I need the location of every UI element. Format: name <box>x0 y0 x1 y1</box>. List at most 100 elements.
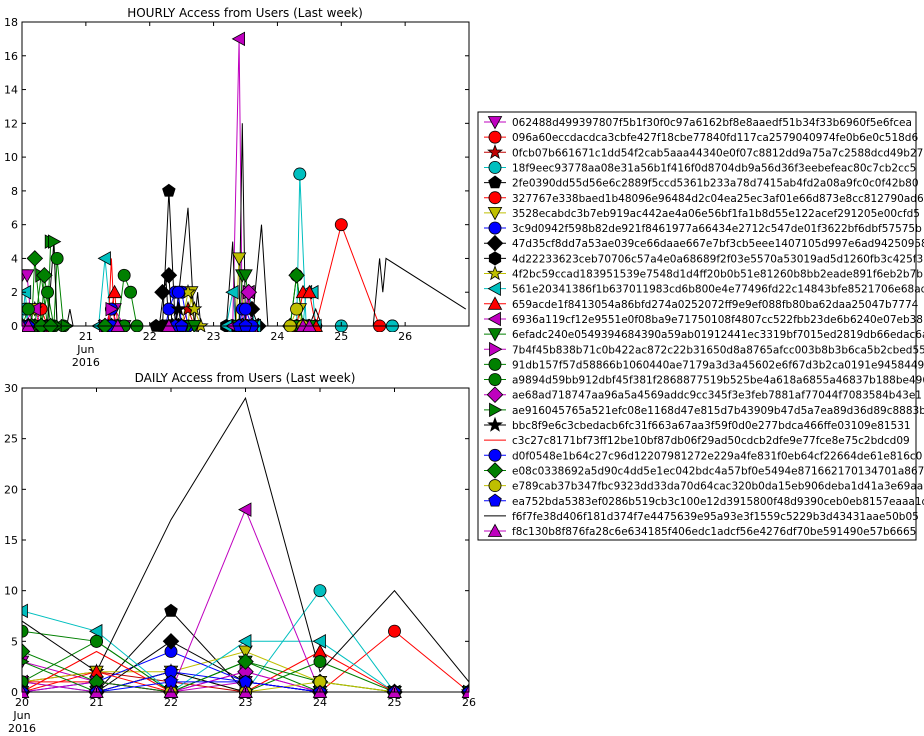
hourly-point-s19-5 <box>240 283 257 301</box>
hourly-point-s09-1 <box>160 267 178 284</box>
legend-label: e08c0338692a5d90c4dd5e1ec042bdc4a57bf0e5… <box>512 465 924 477</box>
daily-chart: DAILY Access from Users (Last week) 0 5 10… <box>4 371 476 735</box>
hourly-ytick-label: 2 <box>11 286 18 299</box>
legend-marker <box>488 357 502 371</box>
hourly-xtick-sublabel: Jun <box>76 343 94 356</box>
legend-item-s10: 4d22233623ceb70706c57a4e0a68689f2f03e557… <box>484 251 923 266</box>
hourly-point-s17-5 <box>124 285 138 299</box>
legend-item-s12: 561e20341386f1b637011983cd6b800e4e77496f… <box>484 281 924 296</box>
hourly-point-s15-6 <box>238 269 253 283</box>
daily-point-s02-5 <box>388 624 401 638</box>
legend-marker <box>489 402 503 418</box>
legend-marker <box>487 328 503 342</box>
legend-marker <box>488 221 502 235</box>
hourly-point-s28-3 <box>161 318 177 332</box>
legend-label: f6f7fe38d406f181d374f7e4475639e95a93e3f1… <box>512 511 919 523</box>
hourly-ytick-label: 18 <box>4 16 18 29</box>
daily-point-s24-0 <box>22 643 31 660</box>
legend-item-s16: 7b4f45b838b71c0b422ac872c22b31650d8a8765… <box>484 341 924 357</box>
hourly-ytick-label: 8 <box>11 185 18 198</box>
hourly-point-s17-4 <box>117 268 131 282</box>
daily-point-s28-0 <box>22 684 30 698</box>
daily-ytick-label: 5 <box>11 635 18 648</box>
legend-label: 18f9eec93778aa08e31a56b1f416f0d8704db9a5… <box>512 162 916 174</box>
hourly-xtick-label: 26 <box>398 330 412 343</box>
daily-point-s18-1 <box>90 634 103 648</box>
hourly-chart: HOURLY Access from Users (Last week) 024… <box>4 6 470 369</box>
hourly-point-s04-7 <box>293 167 307 181</box>
legend-item-s08: 3c9d0942f598b82de921f8461977a66434e2712c… <box>484 221 922 235</box>
legend-item-s26: ea752bda5383ef0286b519cb3c100e12d3915800… <box>484 493 924 508</box>
hourly-point-s24-5 <box>42 317 59 332</box>
legend-item-s03: 0fcb07b661671c1dd54f2cab5aaa44340e0f07c8… <box>484 144 923 160</box>
hourly-point-s23-5 <box>171 285 185 299</box>
hourly-point-s05-2 <box>162 183 176 197</box>
hourly-point-s13-7 <box>302 284 317 299</box>
hourly-ytick-label: 12 <box>4 117 18 130</box>
daily-point-s05-2 <box>164 603 178 617</box>
legend-marker <box>487 144 503 160</box>
legend-item-s05: 2fe0390dd55d56e6c2889f5ccd5361b233a78d74… <box>484 175 919 190</box>
legend-marker <box>488 251 502 266</box>
legend-marker <box>486 462 504 479</box>
legend-item-s20: ae916045765a521efc08e1168d47e815d7b43909… <box>484 402 924 418</box>
legend-marker <box>487 311 501 327</box>
daily-ytick-label: 10 <box>4 585 18 598</box>
hourly-point-s24-4 <box>36 267 53 284</box>
legend-marker <box>487 416 503 432</box>
legend-marker <box>488 191 502 205</box>
hourly-chart-title: HOURLY Access from Users (Last week) <box>127 6 363 20</box>
legend-marker <box>487 523 503 537</box>
legend-label: c3c27c8171bf73ff12be10bf87db06f29ad50cdc… <box>512 435 910 447</box>
legend-marker <box>486 234 504 252</box>
legend-item-s28: f8c130b8f876fa28c6e634185f406edc1adcf56e… <box>484 523 916 538</box>
legend-item-s18: a9894d59bb912dbf45f381f2868877519b525be4… <box>484 373 924 387</box>
daily-point-s12-4 <box>312 634 326 649</box>
legend-item-s02: 096a60eccdacdca3cbfe427f18cbe77840fd117c… <box>484 130 918 144</box>
hourly-point-s18-2 <box>41 285 54 299</box>
legend-item-s04: 18f9eec93778aa08e31a56b1f416f0d8704db9a5… <box>484 160 916 174</box>
daily-ytick-label: 20 <box>4 483 18 496</box>
hourly-ytick-label: 6 <box>11 219 18 232</box>
daily-point-s09-2 <box>162 633 180 650</box>
legend-label: 47d35cf8dd7a53ae039ce66daae667e7bf3cb5ee… <box>512 238 924 250</box>
hourly-xtick-label: 22 <box>143 330 157 343</box>
legend-marker <box>488 373 502 387</box>
legend-label: 659acde1f8413054a86bfd274a0252072ff9e9ef… <box>512 299 919 311</box>
hourly-ytick-label: 0 <box>11 320 18 333</box>
hourly-point-s28-5 <box>302 318 317 332</box>
hourly-point-s13-3 <box>107 284 122 299</box>
legend-label: 0fcb07b661671c1dd54f2cab5aaa44340e0f07c8… <box>512 147 923 159</box>
daily-xtick-sublabel2: 2016 <box>8 722 36 735</box>
legend-marker <box>489 341 503 357</box>
hourly-point-s01-1 <box>22 269 35 283</box>
legend-label: 91db157f57d58866b1060440ae7179a3d3a45602… <box>512 359 924 371</box>
daily-point-s28-6 <box>461 684 469 698</box>
daily-xtick-label: 24 <box>313 696 327 709</box>
daily-ytick-label: 25 <box>4 433 18 446</box>
daily-point-s18-0 <box>22 624 29 638</box>
hourly-point-s02-7 <box>334 218 348 232</box>
legend-label: 7b4f45b838b71c0b422ac872c22b31650d8a8765… <box>512 344 924 356</box>
daily-point-s12-0 <box>22 603 28 619</box>
daily-point-s14-3 <box>238 502 252 517</box>
daily-xtick-label: 22 <box>164 696 178 709</box>
legend-marker <box>486 386 504 403</box>
hourly-point-s09-0 <box>154 283 171 301</box>
legend-label: ae916045765a521efc08e1168d47e815d7b43909… <box>512 405 924 417</box>
legend-item-s27: f6f7fe38d406f181d374f7e4475639e95a93e3f1… <box>484 511 919 523</box>
daily-point-s17-0 <box>22 675 29 689</box>
hourly-point-s24-8 <box>288 267 305 284</box>
legend-item-s21: bbc8f9e6c3cbedacb6fc31f663a67aa3f59f0d0e… <box>484 416 911 432</box>
legend-label: 062488d499397807f5b1f30f0c97a6162bf8e8aa… <box>512 117 912 129</box>
daily-point-s12-3 <box>238 634 252 649</box>
legend-label: bbc8f9e6c3cbedacb6fc31f663a67aa3f59f0d0e… <box>512 420 911 432</box>
legend-marker <box>487 116 503 130</box>
legend-marker <box>488 479 502 493</box>
daily-ytick-label: 15 <box>4 534 18 547</box>
legend-item-s19: ae68ad718747aa96a5a4569addc9cc345f3e3feb… <box>484 386 922 403</box>
hourly-point-s18-4 <box>50 251 64 265</box>
legend-label: 6efadc240e0549394684390a59ab01912441ec33… <box>512 329 924 341</box>
legend-marker <box>487 206 503 221</box>
